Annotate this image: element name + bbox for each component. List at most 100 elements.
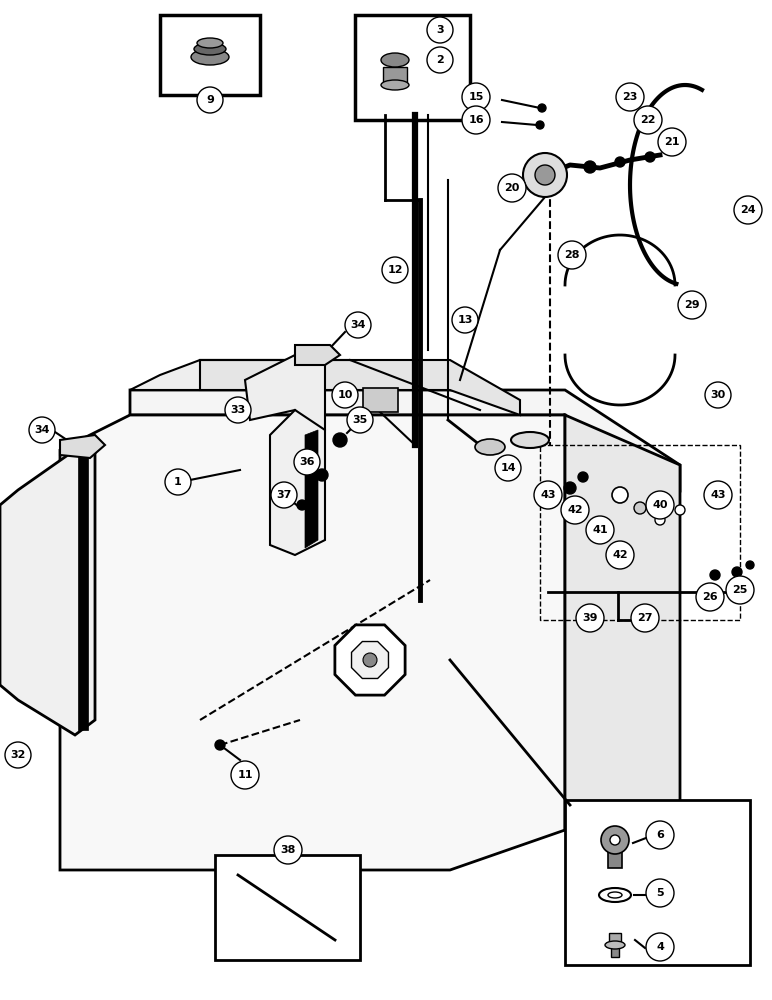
Circle shape — [576, 604, 604, 632]
Circle shape — [710, 570, 720, 580]
Circle shape — [231, 761, 259, 789]
Text: 36: 36 — [300, 457, 315, 467]
Polygon shape — [351, 642, 388, 678]
Circle shape — [271, 482, 297, 508]
Circle shape — [363, 653, 377, 667]
Bar — [608, 838, 622, 868]
Circle shape — [586, 516, 614, 544]
Ellipse shape — [475, 439, 505, 455]
Bar — [611, 943, 619, 957]
Text: 29: 29 — [684, 300, 699, 310]
Ellipse shape — [194, 43, 226, 55]
Text: 34: 34 — [350, 320, 366, 330]
Text: 14: 14 — [500, 463, 516, 473]
Bar — [363, 388, 398, 412]
Circle shape — [332, 382, 358, 408]
Text: 21: 21 — [664, 137, 680, 147]
Polygon shape — [0, 450, 95, 735]
Circle shape — [726, 576, 754, 604]
Circle shape — [734, 196, 762, 224]
Text: 6: 6 — [656, 830, 664, 840]
Text: 41: 41 — [592, 525, 608, 535]
Circle shape — [347, 407, 373, 433]
Circle shape — [658, 128, 686, 156]
Text: 13: 13 — [457, 315, 472, 325]
Circle shape — [316, 469, 328, 481]
Ellipse shape — [605, 941, 625, 949]
Text: 24: 24 — [740, 205, 756, 215]
Ellipse shape — [197, 38, 223, 48]
Polygon shape — [130, 360, 290, 390]
Circle shape — [646, 933, 674, 961]
Text: 25: 25 — [733, 585, 748, 595]
Circle shape — [495, 455, 521, 481]
Text: 40: 40 — [652, 500, 668, 510]
Circle shape — [215, 740, 225, 750]
Text: 20: 20 — [504, 183, 520, 193]
Text: 15: 15 — [469, 92, 484, 102]
Polygon shape — [270, 410, 325, 555]
Circle shape — [297, 500, 307, 510]
Circle shape — [584, 161, 596, 173]
Circle shape — [601, 826, 629, 854]
Circle shape — [427, 17, 453, 43]
Circle shape — [452, 307, 478, 333]
Text: 43: 43 — [710, 490, 726, 500]
Polygon shape — [130, 390, 680, 490]
Circle shape — [462, 83, 490, 111]
Circle shape — [274, 836, 302, 864]
Text: 10: 10 — [337, 390, 353, 400]
Text: 38: 38 — [280, 845, 296, 855]
Circle shape — [29, 417, 55, 443]
Polygon shape — [78, 452, 88, 730]
Circle shape — [615, 157, 625, 167]
Text: 33: 33 — [230, 405, 245, 415]
Circle shape — [225, 397, 251, 423]
Text: 42: 42 — [612, 550, 628, 560]
Circle shape — [655, 515, 665, 525]
Circle shape — [705, 382, 731, 408]
Ellipse shape — [608, 892, 622, 898]
Text: 22: 22 — [640, 115, 655, 125]
Circle shape — [538, 104, 546, 112]
Circle shape — [535, 165, 555, 185]
Circle shape — [558, 241, 586, 269]
Circle shape — [564, 482, 576, 494]
Ellipse shape — [511, 432, 549, 448]
Circle shape — [732, 567, 742, 577]
Text: 26: 26 — [703, 592, 718, 602]
Circle shape — [606, 541, 634, 569]
Bar — [383, 67, 407, 85]
Text: 11: 11 — [237, 770, 252, 780]
Text: 2: 2 — [436, 55, 444, 65]
Circle shape — [678, 291, 706, 319]
Circle shape — [610, 835, 620, 845]
Text: 30: 30 — [710, 390, 726, 400]
Text: 35: 35 — [352, 415, 367, 425]
Circle shape — [561, 496, 589, 524]
Text: 23: 23 — [622, 92, 638, 102]
Polygon shape — [305, 430, 318, 548]
Bar — [160, 15, 260, 95]
Polygon shape — [335, 625, 405, 695]
Circle shape — [197, 87, 223, 113]
Bar — [215, 855, 360, 960]
Text: 12: 12 — [388, 265, 403, 275]
Circle shape — [616, 83, 644, 111]
Circle shape — [294, 449, 320, 475]
Polygon shape — [60, 435, 105, 458]
Polygon shape — [245, 355, 325, 435]
Text: 28: 28 — [564, 250, 580, 260]
Circle shape — [646, 491, 674, 519]
Circle shape — [534, 481, 562, 509]
Circle shape — [427, 47, 453, 73]
Text: 32: 32 — [10, 750, 25, 760]
Circle shape — [536, 121, 544, 129]
Text: 39: 39 — [582, 613, 598, 623]
Text: 9: 9 — [206, 95, 214, 105]
Text: 3: 3 — [436, 25, 444, 35]
Bar — [355, 15, 470, 120]
Circle shape — [5, 742, 31, 768]
Circle shape — [675, 505, 685, 515]
Bar — [609, 933, 621, 945]
